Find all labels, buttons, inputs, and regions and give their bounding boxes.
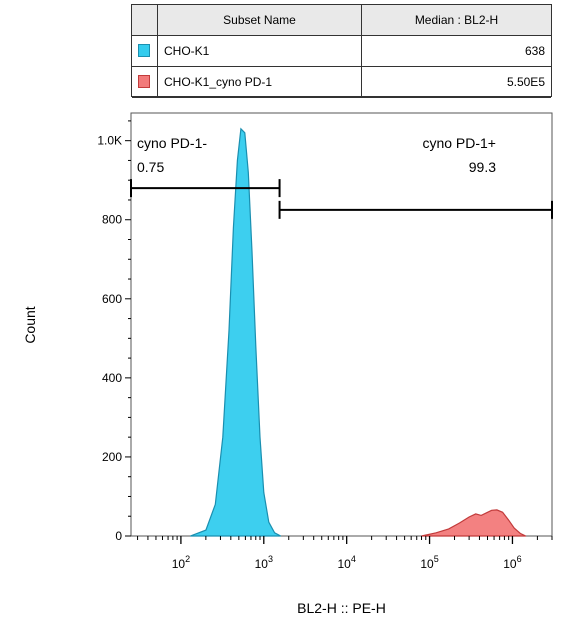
x-axis-label: BL2-H :: PE-H (297, 600, 386, 616)
legend-divider (157, 5, 158, 96)
y-tick-label: 800 (102, 213, 122, 227)
gate-value-cyno-pd1-pos: 99.3 (469, 159, 496, 175)
x-tick-label: 104 (337, 554, 355, 571)
legend-header-row: Subset Name Median : BL2-H (132, 5, 551, 36)
y-tick-label: 0 (115, 529, 122, 543)
y-tick-label: 1.0K (97, 134, 122, 148)
legend-header-subset-name: Subset Name (223, 13, 296, 27)
x-tick-label: 103 (255, 554, 273, 571)
legend-header-median: Median : BL2-H (414, 13, 499, 27)
legend-value-cho-k1-cyno-pd1: 5.50E5 (506, 75, 545, 89)
legend-swatch-cho-k1 (138, 44, 150, 57)
legend-divider (361, 5, 362, 96)
series-area-cho-k1-cyno-pd1 (421, 509, 527, 537)
series-area-cho-k1 (190, 127, 281, 537)
legend-table: Subset Name Median : BL2-H CHO-K1 638 CH… (131, 4, 552, 98)
legend-swatch-cho-k1-cyno-pd1 (138, 75, 150, 88)
y-tick-label: 200 (102, 450, 122, 464)
legend-value-cho-k1: 638 (524, 44, 545, 58)
gate-name-cyno-pd1-pos: cyno PD-1+ (422, 135, 496, 151)
gate-name-cyno-pd1-neg: cyno PD-1- (137, 135, 207, 151)
legend-name-cho-k1: CHO-K1 (164, 44, 210, 58)
x-tick-label: 105 (420, 554, 438, 571)
legend-row-cho-k1[interactable]: CHO-K1 638 (132, 36, 551, 67)
y-axis-label: Count (22, 306, 38, 344)
gate-value-cyno-pd1-neg: 0.75 (137, 159, 164, 175)
plot-frame (130, 112, 553, 537)
legend-row-cho-k1-cyno-pd1[interactable]: CHO-K1_cyno PD-1 5.50E5 (132, 67, 551, 98)
y-tick-label: 600 (102, 292, 122, 306)
x-tick-label: 106 (503, 554, 521, 571)
x-tick-label: 102 (172, 554, 190, 571)
legend-name-cho-k1-cyno-pd1: CHO-K1_cyno PD-1 (164, 75, 273, 89)
y-tick-label: 400 (102, 371, 122, 385)
